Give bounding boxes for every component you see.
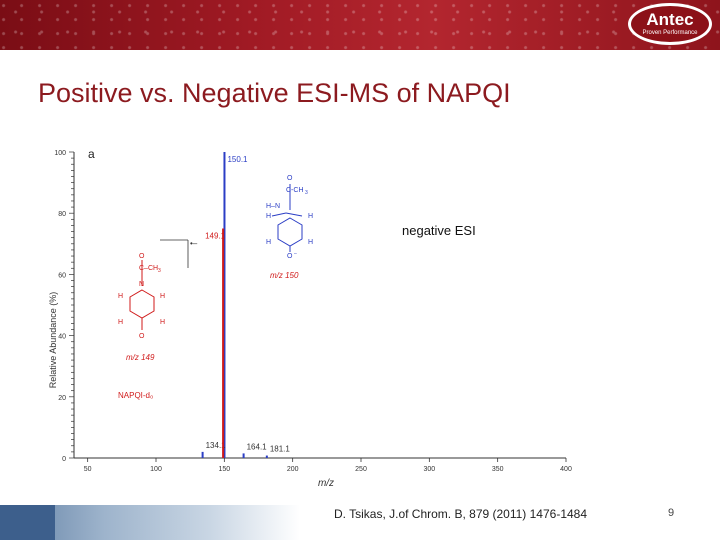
svg-text:C–CH: C–CH bbox=[139, 265, 158, 272]
svg-text:C-CH: C-CH bbox=[286, 187, 304, 194]
y-tick-label: 0 bbox=[62, 456, 66, 463]
peak-label: 181.1 bbox=[270, 445, 291, 454]
annotation-napqi-d0: NAPQI-d₀ bbox=[118, 391, 153, 400]
logo-word: Antec bbox=[646, 10, 694, 29]
negative-esi-annotation: negative ESI bbox=[402, 223, 476, 238]
svg-text:H–N: H–N bbox=[266, 203, 280, 210]
logo-tagline: Proven Performance bbox=[642, 30, 698, 36]
annotation-mz-150: m/z 150 bbox=[270, 271, 299, 280]
svg-text:N: N bbox=[139, 281, 144, 288]
header-texture bbox=[0, 0, 720, 50]
annotation-mz-149: m/z 149 bbox=[126, 353, 155, 362]
peak-label: 134.1 bbox=[206, 441, 227, 450]
mass-spectrum-figure: a Relative Abundance (%) m/z negative ES… bbox=[40, 140, 580, 505]
antec-logo: Antec Proven Performance bbox=[628, 3, 712, 45]
y-tick-label: 80 bbox=[58, 211, 66, 218]
peak-label: 164.1 bbox=[247, 442, 268, 451]
slide-title: Positive vs. Negative ESI-MS of NAPQI bbox=[38, 78, 511, 108]
x-tick-label: 400 bbox=[560, 466, 572, 473]
anion-structure bbox=[271, 184, 303, 252]
y-axis-label: Relative Abundance (%) bbox=[48, 292, 58, 389]
svg-text:O: O bbox=[287, 175, 293, 182]
y-tick-label: 20 bbox=[58, 395, 66, 402]
page-number: 9 bbox=[668, 507, 675, 519]
citation: D. Tsikas, J.of Chrom. B, 879 (2011) 147… bbox=[334, 507, 588, 521]
x-tick-label: 350 bbox=[492, 466, 504, 473]
svg-text:H: H bbox=[266, 213, 271, 220]
napqi-structure bbox=[129, 260, 155, 330]
napqi-structure-labels: O C–CH 3 N H H H H O bbox=[118, 253, 165, 340]
footer-color-block bbox=[0, 505, 55, 540]
svg-text:H: H bbox=[160, 293, 165, 300]
x-tick-label: 50 bbox=[84, 466, 92, 473]
svg-text:O: O bbox=[139, 253, 145, 260]
peak-label: 150.1 bbox=[227, 155, 248, 164]
svg-text:H: H bbox=[308, 213, 313, 220]
svg-text:H: H bbox=[308, 239, 313, 246]
svg-text:H: H bbox=[118, 319, 123, 326]
x-tick-label: 200 bbox=[287, 466, 299, 473]
x-tick-label: 150 bbox=[218, 466, 230, 473]
y-tick-label: 100 bbox=[54, 150, 66, 157]
svg-text:H: H bbox=[160, 319, 165, 326]
x-tick-label: 100 bbox=[150, 466, 162, 473]
svg-text:–: – bbox=[294, 251, 297, 257]
x-tick-label: 250 bbox=[355, 466, 367, 473]
panel-label: a bbox=[88, 147, 95, 161]
y-tick-label: 40 bbox=[58, 334, 66, 341]
x-axis-label: m/z bbox=[318, 478, 334, 489]
svg-text:H: H bbox=[266, 239, 271, 246]
svg-text:O: O bbox=[287, 253, 293, 260]
svg-text:3: 3 bbox=[158, 268, 161, 274]
svg-text:3: 3 bbox=[305, 190, 308, 196]
peak-label: 149.1 bbox=[205, 232, 226, 241]
bracket-charge: •– bbox=[190, 239, 198, 248]
svg-text:O: O bbox=[139, 333, 145, 340]
mass-spectrum-chart: a Relative Abundance (%) m/z negative ES… bbox=[48, 147, 572, 489]
svg-text:H: H bbox=[118, 293, 123, 300]
x-tick-label: 300 bbox=[423, 466, 435, 473]
y-tick-label: 60 bbox=[58, 272, 66, 279]
header-banner bbox=[0, 0, 720, 50]
